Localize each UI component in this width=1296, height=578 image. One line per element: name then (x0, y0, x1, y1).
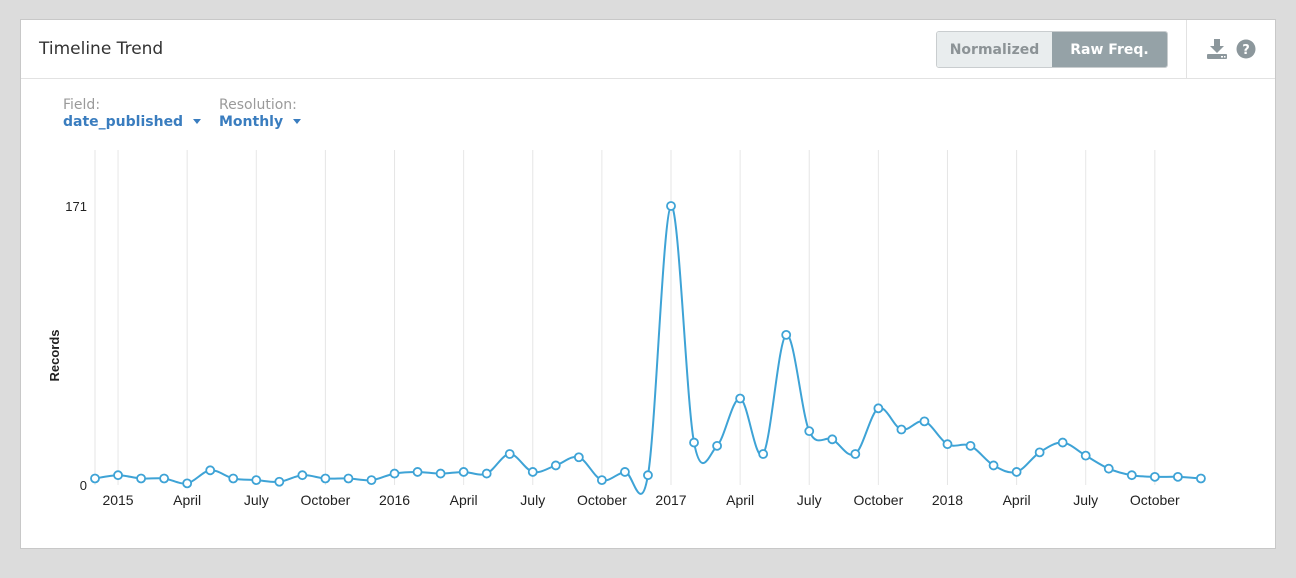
data-point (896, 424, 907, 435)
data-point (758, 449, 769, 459)
resolution-selector[interactable]: Resolution: Monthly (219, 97, 302, 130)
data-point (159, 473, 170, 484)
x-tick-label: July (1073, 492, 1098, 508)
data-point (182, 478, 193, 489)
data-point (412, 467, 423, 477)
data-point (919, 416, 930, 427)
timeline-chart: 2015 April July October 2016 April July October… (47, 150, 1206, 508)
data-point (228, 473, 239, 484)
normalized-button[interactable]: Normalized (937, 32, 1052, 67)
data-point (435, 468, 446, 479)
data-point (297, 470, 308, 481)
data-point (689, 437, 699, 448)
data-point (666, 201, 676, 211)
timeline-trend-panel: Timeline Trend Normalized Raw Freq. ? Fi… (20, 19, 1276, 549)
data-point (988, 460, 999, 471)
data-point (136, 473, 146, 484)
data-point (827, 434, 838, 445)
x-tick-label: 2016 (379, 492, 410, 508)
x-tick-label: October (853, 492, 903, 508)
header-divider (1186, 20, 1187, 78)
raw-freq-button[interactable]: Raw Freq. (1052, 32, 1167, 67)
field-value: date_published (63, 114, 184, 130)
data-point (573, 452, 584, 463)
data-point (504, 449, 515, 459)
x-tick-label: July (797, 492, 822, 508)
data-point (113, 470, 123, 481)
data-point (1172, 471, 1183, 482)
data-point (965, 440, 976, 451)
x-tick-label: April (450, 492, 478, 508)
y-tick-label: 0 (80, 478, 87, 493)
download-icon[interactable] (1206, 38, 1228, 60)
resolution-dropdown[interactable]: Monthly (219, 114, 302, 130)
data-point (274, 476, 285, 487)
x-tick-label: 2015 (102, 492, 133, 508)
x-tick-label: October (300, 492, 350, 508)
data-point (781, 329, 792, 340)
x-tick-label: July (244, 492, 269, 508)
data-point (850, 449, 861, 459)
x-tick-label: October (1130, 492, 1180, 508)
panel-title: Timeline Trend (39, 39, 164, 59)
data-point (527, 467, 538, 477)
data-point (1057, 437, 1068, 448)
y-tick-label: 171 (65, 199, 87, 214)
data-point (643, 470, 653, 481)
data-point (1103, 463, 1114, 474)
resolution-value: Monthly (219, 114, 284, 130)
chevron-down-icon (293, 118, 302, 124)
field-dropdown[interactable]: date_published (63, 114, 202, 130)
data-point (1126, 470, 1137, 481)
data-point (804, 426, 815, 437)
frequency-toggle: Normalized Raw Freq. (936, 31, 1168, 68)
data-point (1080, 450, 1091, 461)
data-point (942, 439, 953, 450)
data-point (712, 440, 722, 451)
chevron-down-icon (193, 118, 202, 124)
data-point (735, 393, 746, 404)
data-point (251, 475, 262, 486)
data-point (389, 468, 400, 479)
data-point (1011, 467, 1022, 477)
x-tick-label: 2018 (932, 492, 963, 508)
y-axis-label: Records (47, 329, 62, 381)
series-line (94, 204, 1201, 495)
data-point (873, 403, 884, 414)
data-point (1034, 447, 1045, 458)
data-point (620, 467, 630, 477)
data-point (550, 460, 561, 471)
x-tick-label: April (1003, 492, 1031, 508)
data-point (343, 473, 354, 484)
data-point (596, 475, 607, 486)
help-icon[interactable]: ? (1235, 38, 1257, 60)
data-point (366, 475, 377, 486)
data-point (90, 473, 100, 484)
svg-text:?: ? (1242, 43, 1250, 58)
data-point (1149, 471, 1160, 482)
resolution-label: Resolution: (219, 97, 297, 113)
data-point (1196, 473, 1206, 484)
data-point (458, 467, 469, 477)
panel-header: Timeline Trend Normalized Raw Freq. ? (21, 20, 1275, 79)
data-point (320, 473, 331, 484)
x-tick-label: July (520, 492, 545, 508)
x-tick-label: April (726, 492, 754, 508)
x-tick-label: October (577, 492, 627, 508)
field-label: Field: (63, 97, 101, 113)
field-selector[interactable]: Field: date_published (63, 97, 202, 130)
x-tick-label: 2017 (655, 492, 686, 508)
x-tick-label: April (173, 492, 201, 508)
data-point (205, 465, 216, 476)
data-point (481, 468, 492, 479)
